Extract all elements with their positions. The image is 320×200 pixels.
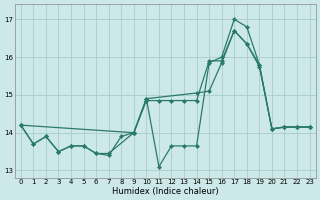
X-axis label: Humidex (Indice chaleur): Humidex (Indice chaleur) xyxy=(112,187,219,196)
